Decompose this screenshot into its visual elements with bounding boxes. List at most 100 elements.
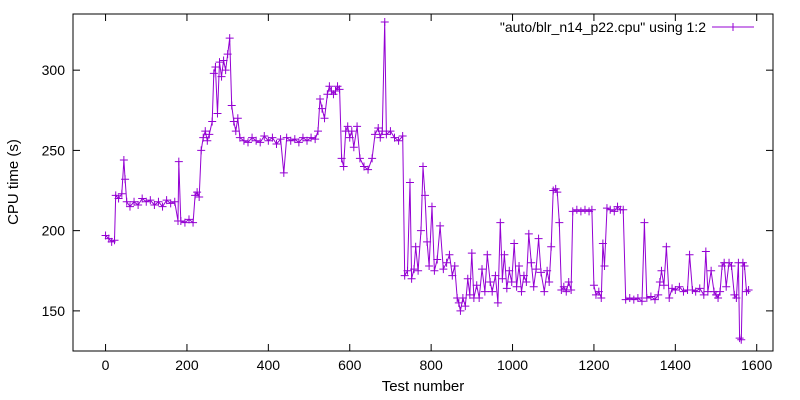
data-point-marker	[744, 286, 753, 295]
data-point-marker	[217, 72, 226, 81]
data-point-marker	[553, 188, 562, 197]
data-point-marker	[740, 261, 749, 270]
data-point-marker	[390, 133, 399, 142]
x-tick-label: 1400	[660, 357, 691, 373]
data-point-marker	[421, 191, 430, 200]
x-tick-label: 1200	[578, 357, 609, 373]
data-point-marker	[248, 133, 257, 142]
data-point-marker	[146, 196, 155, 205]
x-tick-label: 800	[419, 357, 443, 373]
data-point-marker	[316, 95, 325, 104]
data-point-marker	[233, 114, 242, 123]
data-point-marker	[699, 290, 708, 299]
data-point-marker	[679, 287, 688, 296]
data-point-marker	[223, 50, 232, 59]
data-point-marker	[730, 290, 739, 299]
data-point-marker	[488, 287, 497, 296]
data-point-marker	[600, 261, 609, 270]
y-tick-label: 150	[42, 303, 66, 319]
data-point-marker	[184, 215, 193, 224]
data-point-marker	[162, 196, 171, 205]
data-point-marker	[454, 298, 463, 307]
data-point-marker	[219, 56, 228, 65]
x-axis-label: Test number	[382, 378, 465, 395]
data-point-marker	[195, 192, 204, 201]
data-point-marker	[403, 266, 412, 275]
data-point-marker	[562, 287, 571, 296]
data-point-marker	[331, 87, 340, 96]
data-point-marker	[318, 104, 327, 113]
x-tick-label: 0	[102, 357, 110, 373]
data-point-marker	[364, 165, 373, 174]
data-point-marker	[423, 237, 432, 246]
data-point-marker	[176, 217, 185, 226]
data-point-marker	[598, 239, 607, 248]
data-point-marker	[691, 287, 700, 296]
y-axis-ticks: 150 200 250 300	[42, 62, 773, 319]
data-point-marker	[199, 133, 208, 142]
data-point-marker	[475, 294, 484, 303]
data-point-marker	[456, 306, 465, 315]
data-point-marker	[154, 197, 163, 206]
data-point-marker	[244, 138, 252, 147]
data-point-marker	[272, 139, 281, 148]
data-point-marker	[606, 205, 615, 214]
data-point-marker	[668, 284, 677, 293]
data-point-marker	[532, 265, 541, 274]
data-point-marker	[534, 234, 543, 243]
data-point-marker	[303, 136, 312, 145]
data-point-marker	[727, 261, 736, 270]
data-point-marker	[619, 205, 628, 214]
data-point-marker	[522, 277, 531, 286]
data-point-marker	[122, 197, 131, 206]
data-point-marker	[576, 207, 585, 216]
data-point-marker	[290, 135, 299, 144]
data-point-marker	[378, 127, 387, 136]
data-point-marker	[221, 66, 230, 75]
data-point-marker	[380, 18, 389, 27]
data-point-marker	[329, 90, 338, 99]
data-point-marker	[491, 271, 500, 280]
data-point-marker	[320, 114, 329, 123]
data-point-marker	[519, 271, 528, 280]
data-point-marker	[355, 154, 364, 163]
data-point-marker	[545, 277, 554, 286]
data-point-marker	[500, 250, 509, 259]
legend: "auto/blr_n14_p22.cpu" using 1:2	[500, 19, 754, 35]
data-point-marker	[707, 266, 716, 275]
data-point-marker	[640, 218, 649, 227]
legend-marker-plus	[729, 23, 737, 31]
data-point-marker	[117, 189, 126, 198]
data-point-marker	[642, 294, 651, 303]
data-point-marker	[701, 247, 710, 256]
data-point-marker	[203, 136, 212, 145]
data-point-marker	[445, 250, 454, 259]
data-point-marker	[119, 156, 128, 165]
data-point-marker	[110, 236, 119, 245]
data-point-marker	[472, 281, 481, 290]
data-point-marker	[101, 231, 110, 240]
data-point-marker	[227, 101, 236, 110]
x-tick-label: 400	[257, 357, 281, 373]
data-point-marker	[209, 69, 218, 78]
y-axis-label: CPU time (s)	[5, 139, 22, 225]
y-tick-label: 300	[42, 62, 66, 78]
data-point-marker	[208, 117, 217, 126]
data-point-marker	[337, 154, 346, 163]
data-point-marker	[568, 207, 577, 216]
data-point-marker	[419, 162, 427, 171]
data-point-marker	[515, 261, 524, 270]
data-point-marker	[540, 287, 549, 296]
data-point-marker	[439, 265, 448, 274]
data-point-marker	[252, 136, 261, 145]
data-point-marker	[353, 122, 362, 131]
data-point-marker	[311, 135, 320, 144]
data-point-marker	[629, 295, 638, 304]
data-point-marker	[458, 294, 467, 303]
data-point-marker	[386, 127, 395, 136]
data-point-marker	[597, 294, 606, 303]
data-point-marker	[345, 133, 354, 142]
plot-frame	[72, 13, 774, 352]
legend-label: "auto/blr_n14_p22.cpu" using 1:2	[500, 19, 706, 35]
